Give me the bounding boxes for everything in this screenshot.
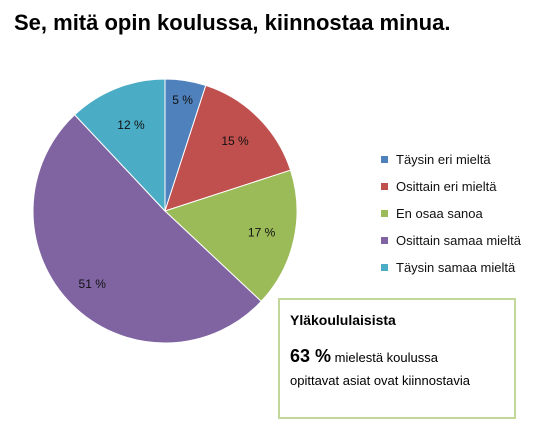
legend-label: Osittain eri mieltä xyxy=(396,179,497,194)
pie-slice-3 xyxy=(164,169,298,303)
slice-label-5: 12 % xyxy=(117,118,145,132)
pie-slice-5 xyxy=(73,78,166,213)
legend-item: Osittain samaa mieltä xyxy=(381,227,521,254)
legend-item: Täysin samaa mieltä xyxy=(381,254,521,281)
legend-swatch xyxy=(381,264,388,271)
legend-label: Osittain samaa mieltä xyxy=(396,233,521,248)
legend: Täysin eri mieltä Osittain eri mieltä En o… xyxy=(381,146,521,281)
pie-slice-4 xyxy=(32,114,262,344)
callout-text-1: mielestä koulussa xyxy=(334,350,438,365)
slice-label-3: 17 % xyxy=(248,226,276,240)
callout-highlight: 63 % xyxy=(290,346,332,366)
slice-label-2: 15 % xyxy=(221,134,249,148)
summary-callout: Yläkoululaisista 63 % mielestä koulussa … xyxy=(278,298,516,419)
legend-swatch xyxy=(381,183,388,190)
legend-label: En osaa sanoa xyxy=(396,206,483,221)
legend-item: Osittain eri mieltä xyxy=(381,173,521,200)
legend-swatch xyxy=(381,156,388,163)
legend-swatch xyxy=(381,210,388,217)
callout-text-2: opittavat asiat ovat kiinnostavia xyxy=(290,373,470,388)
slice-label-1: 5 % xyxy=(172,93,193,107)
legend-item: Täysin eri mieltä xyxy=(381,146,521,173)
legend-item: En osaa sanoa xyxy=(381,200,521,227)
chart-title: Se, mitä opin koulussa, kiinnostaa minua… xyxy=(14,10,451,35)
callout-heading: Yläkoululaisista xyxy=(290,312,396,328)
legend-swatch xyxy=(381,237,388,244)
pie-slice-2 xyxy=(164,84,292,212)
callout-line-1: 63 % mielestä koulussa xyxy=(290,346,504,367)
legend-label: Täysin eri mieltä xyxy=(396,152,491,167)
legend-label: Täysin samaa mieltä xyxy=(396,260,516,275)
slice-label-4: 51 % xyxy=(79,277,107,291)
